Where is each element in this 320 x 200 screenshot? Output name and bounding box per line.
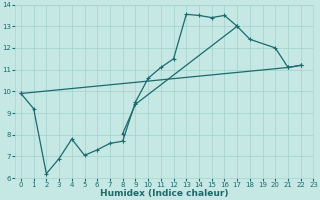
X-axis label: Humidex (Indice chaleur): Humidex (Indice chaleur)	[100, 189, 228, 198]
